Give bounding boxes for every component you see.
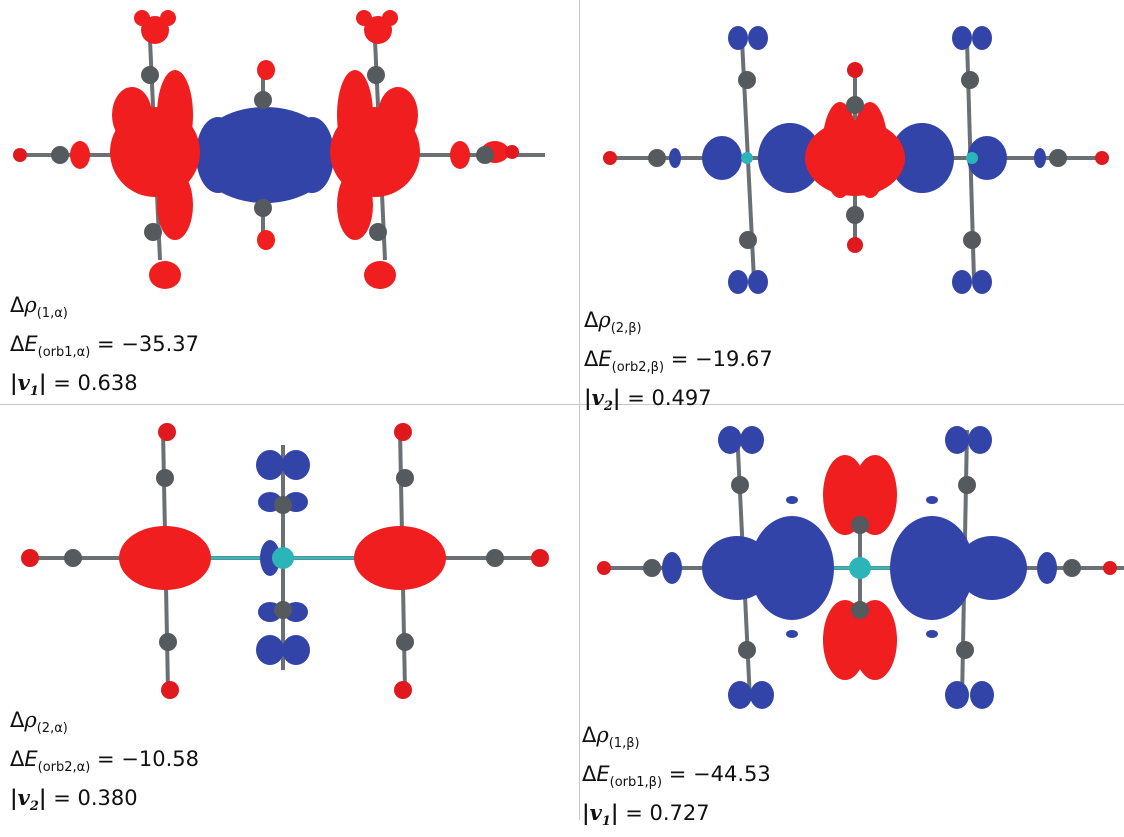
vertical-divider [579,0,580,820]
density-label: Δρ(2,β) [584,308,642,336]
eigenvalue-label: |v2| = 0.380 [10,785,138,814]
eigenvalue-label: |v1| = 0.638 [10,370,138,399]
molecule-density-plot [13,10,545,289]
negative-density-lobes [669,26,1046,294]
metal-atom [272,547,294,569]
carbon-atoms [64,469,504,651]
panel-delta-rho-2-beta: Δρ(2,β) ΔE(orb2,β) = −19.67 |v2| = 0.497 [562,0,1124,414]
carbon-atoms [643,476,1081,659]
energy-label: ΔE(orb1,β) = −44.53 [582,762,771,790]
positive-density-lobes [70,10,509,289]
density-label: Δρ(1,β) [582,723,640,751]
panel-caption: Δρ(2,α) ΔE(orb2,α) = −10.58 |v2| = 0.380 [10,705,199,822]
oxygen-atoms [21,423,549,699]
molecule-density-plot [597,426,1124,709]
oxygen-atoms [13,145,519,162]
metal-atoms [741,152,978,164]
energy-label: ΔE(orb1,α) = −35.37 [10,332,200,360]
eigenvalue-label: |v2| = 0.497 [584,385,712,414]
carbon-atoms [648,71,1067,249]
energy-label: ΔE(orb2,α) = −10.58 [10,747,200,775]
energy-label: ΔE(orb2,β) = −19.67 [584,347,773,375]
density-label: Δρ(1,α) [10,293,68,321]
density-label: Δρ(2,α) [10,708,68,736]
negative-density-lobes [662,426,1057,709]
carbon-atoms [51,66,494,241]
negative-density-lobes [195,107,335,203]
eigenvalue-label: |v1| = 0.727 [582,800,710,829]
positive-density-lobes [119,526,446,590]
horizontal-divider [0,404,1124,405]
oxygen-atoms [597,561,1117,575]
metal-atom [849,557,871,579]
panel-caption: Δρ(2,β) ΔE(orb2,β) = −19.67 |v2| = 0.497 [584,305,773,422]
molecule-density-plot [603,26,1109,294]
panel-delta-rho-1-alpha: Δρ(1,α) ΔE(orb1,α) = −35.37 |v1| = 0.638 [0,0,562,410]
panel-caption: Δρ(1,β) ΔE(orb1,β) = −44.53 |v1| = 0.727 [582,720,771,837]
positive-density-lobes [805,102,905,198]
panel-delta-rho-1-beta: Δρ(1,β) ΔE(orb1,β) = −44.53 |v1| = 0.727 [562,410,1124,829]
oxygen-atoms [603,62,1109,253]
molecule-density-plot [21,423,549,699]
positive-density-lobes [823,455,897,680]
panel-delta-rho-2-alpha: Δρ(2,α) ΔE(orb2,α) = −10.58 |v2| = 0.380 [0,410,562,820]
panel-caption: Δρ(1,α) ΔE(orb1,α) = −35.37 |v1| = 0.638 [10,290,199,407]
